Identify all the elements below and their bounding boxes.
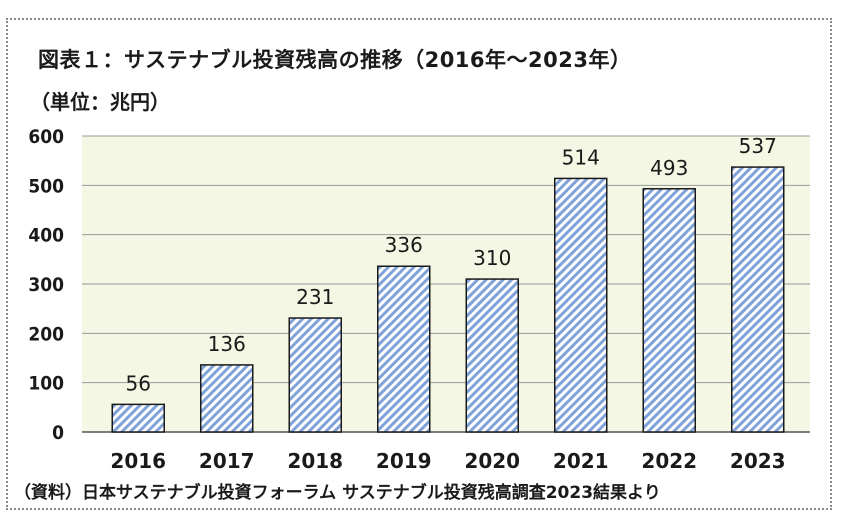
bar-2022 bbox=[642, 188, 696, 433]
bar-2020 bbox=[465, 278, 519, 433]
data-label-2017: 136 bbox=[208, 332, 246, 356]
x-tick-label-2023: 2023 bbox=[730, 449, 786, 473]
y-tick-label: 500 bbox=[28, 175, 64, 197]
y-tick-label: 0 bbox=[52, 422, 64, 444]
y-axis: 0 100 200 300 400 500 600 bbox=[28, 126, 64, 444]
chart-title: 図表１：サステナブル投資残高の推移（2016年～2023年） bbox=[38, 48, 632, 72]
data-label-2018: 231 bbox=[296, 285, 334, 309]
x-axis: 2016 2017 2018 2019 2020 2021 2022 2023 bbox=[110, 449, 785, 473]
y-tick-label: 300 bbox=[28, 274, 64, 296]
bar-2017 bbox=[200, 364, 254, 433]
x-tick-label-2016: 2016 bbox=[110, 449, 166, 473]
data-label-2016: 56 bbox=[126, 371, 151, 395]
data-label-2022: 493 bbox=[650, 156, 688, 180]
x-tick-label-2022: 2022 bbox=[641, 449, 697, 473]
figure-frame bbox=[6, 18, 832, 510]
x-tick-label-2020: 2020 bbox=[464, 449, 520, 473]
data-label-2019: 336 bbox=[385, 233, 423, 257]
x-tick-label-2018: 2018 bbox=[287, 449, 343, 473]
y-tick-label: 600 bbox=[28, 126, 64, 148]
x-tick-label-2021: 2021 bbox=[553, 449, 609, 473]
bar-2023 bbox=[731, 166, 785, 433]
data-label-2023: 537 bbox=[739, 134, 777, 158]
bar-2018 bbox=[288, 317, 342, 433]
y-tick-label: 100 bbox=[28, 373, 64, 395]
bar-2019 bbox=[377, 265, 431, 433]
x-tick-label-2017: 2017 bbox=[199, 449, 255, 473]
y-tick-label: 400 bbox=[28, 225, 64, 247]
unit-label: （単位：兆円） bbox=[30, 90, 170, 114]
bar-2021 bbox=[554, 177, 608, 433]
data-label-2021: 514 bbox=[562, 145, 600, 169]
source-note: （資料）日本サステナブル投資フォーラム サステナブル投資残高調査2023結果より bbox=[14, 483, 661, 503]
y-tick-label: 200 bbox=[28, 323, 64, 345]
bar-2016 bbox=[111, 403, 165, 433]
data-label-2020: 310 bbox=[473, 246, 511, 270]
bars: 56 136 231 336 310 514 493 537 bbox=[111, 134, 785, 433]
x-tick-label-2019: 2019 bbox=[376, 449, 432, 473]
